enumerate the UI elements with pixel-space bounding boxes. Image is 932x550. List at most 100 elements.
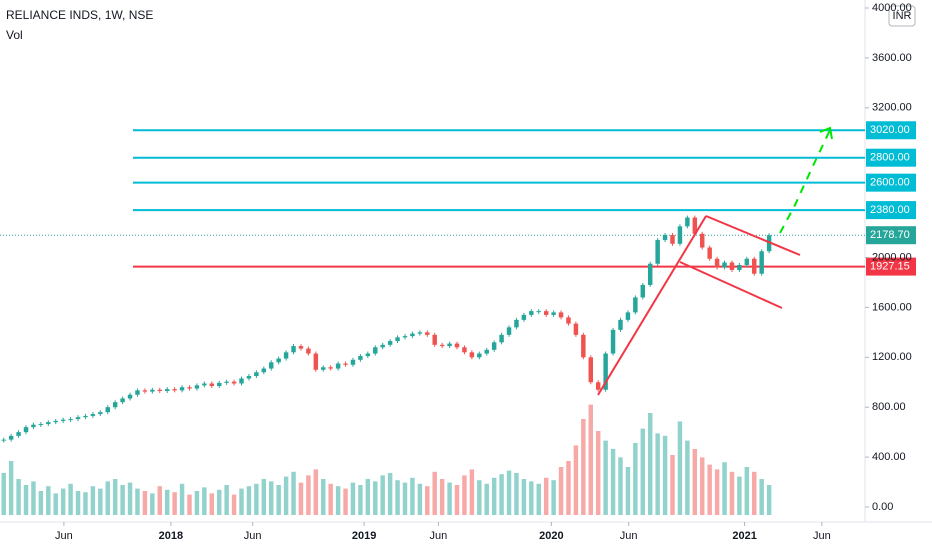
candle <box>677 226 683 244</box>
candle <box>662 235 668 241</box>
volume-bar <box>276 485 281 515</box>
candle <box>625 312 631 320</box>
level-label: 1927.15 <box>870 260 910 272</box>
y-tick-label: 1600.00 <box>872 301 912 313</box>
volume-bar <box>380 475 385 515</box>
candle <box>23 427 29 433</box>
candle <box>83 415 88 418</box>
volume-bar <box>603 440 608 515</box>
level-label-box <box>866 257 916 276</box>
candle <box>595 382 601 390</box>
volume-bar <box>655 433 660 515</box>
candle <box>477 353 482 358</box>
volume-bar <box>105 481 110 515</box>
candle <box>484 349 489 354</box>
currency-badge[interactable] <box>888 5 916 27</box>
candle <box>655 240 660 264</box>
candle <box>269 362 274 369</box>
candle <box>506 327 512 335</box>
level-label-box <box>866 148 916 167</box>
candle <box>439 344 445 347</box>
volume-bar <box>142 491 148 515</box>
volume-bar <box>194 491 200 515</box>
x-tick-label: Jun <box>430 530 448 542</box>
volume-bar <box>38 491 44 515</box>
volume-bar <box>417 483 423 515</box>
volume-bar <box>75 491 81 515</box>
volume-bar <box>120 485 125 515</box>
trend-line <box>597 215 707 396</box>
candle <box>283 352 289 359</box>
volume-bar <box>566 461 571 515</box>
candle <box>187 387 192 389</box>
candle <box>142 390 148 392</box>
y-tick-label: 400.00 <box>872 451 906 463</box>
volume-bar <box>432 471 437 515</box>
volume-bar <box>98 488 103 515</box>
volume-bar <box>373 481 378 515</box>
volume-bar <box>670 455 675 515</box>
volume-bar <box>350 482 356 515</box>
candle <box>469 352 475 358</box>
candle <box>90 414 96 416</box>
candle <box>172 389 177 391</box>
candle <box>425 332 430 335</box>
volume-bar <box>685 440 690 515</box>
arrow-head <box>819 126 833 140</box>
volume-bar <box>187 494 192 515</box>
candle <box>729 262 735 270</box>
volume-bar <box>172 492 177 515</box>
candle <box>521 314 527 320</box>
trend-line <box>679 261 783 309</box>
candle <box>536 311 541 313</box>
volume-bar <box>766 485 772 515</box>
x-tick-label: 2021 <box>732 530 756 542</box>
projection-arrow <box>779 126 833 234</box>
candle <box>402 336 408 338</box>
volume-bar <box>179 483 185 515</box>
volume-bar <box>700 457 705 515</box>
level-label-box <box>866 173 916 192</box>
candle <box>350 359 356 365</box>
volume-bar <box>662 435 668 515</box>
candle <box>685 217 690 227</box>
volume-bar <box>744 467 750 515</box>
x-tick-label: Jun <box>244 530 262 542</box>
candle <box>618 319 623 330</box>
candle <box>581 334 586 358</box>
volume-bar <box>68 483 73 515</box>
volume-bar <box>246 486 252 515</box>
candle <box>744 258 750 265</box>
candle <box>53 420 58 423</box>
volume-bar <box>439 479 445 515</box>
currency[interactable]: INR <box>893 10 912 22</box>
volume-bar <box>343 488 348 515</box>
volume-bar <box>135 488 140 515</box>
candle <box>647 263 653 285</box>
candle <box>499 334 504 343</box>
volume-bar <box>729 471 735 515</box>
volume-bar <box>8 461 14 515</box>
volume-bar <box>164 489 170 515</box>
volume-bar <box>127 482 133 515</box>
candle <box>313 353 319 370</box>
volume-bar <box>551 480 556 515</box>
volume-bar <box>291 471 296 515</box>
volume-bar <box>752 471 757 515</box>
volume-bar <box>358 485 363 515</box>
volume-bar <box>157 486 162 515</box>
candle <box>447 343 452 347</box>
candle <box>491 342 497 350</box>
volume-bar <box>499 474 504 515</box>
volume-bar <box>722 462 727 515</box>
candle <box>75 417 81 420</box>
y-tick-label: 800.00 <box>872 401 906 413</box>
volume-bar <box>239 488 244 515</box>
candle <box>120 398 125 403</box>
candle <box>31 424 36 428</box>
candle <box>150 389 155 392</box>
last-price-label: 2178.70 <box>870 229 910 241</box>
volume-bar <box>395 480 400 515</box>
volume-bar <box>335 486 341 515</box>
